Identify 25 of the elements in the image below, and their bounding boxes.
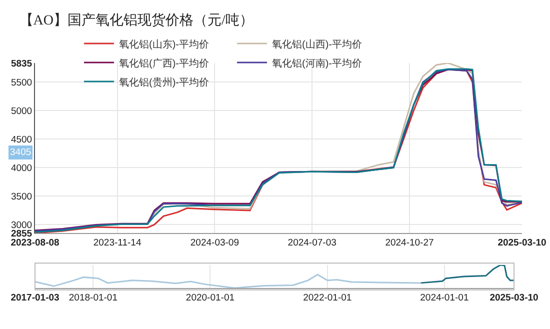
- legend-label: 氧化铝(广西)-平均价: [119, 57, 209, 70]
- legend-label: 氧化铝(贵州)-平均价: [119, 76, 209, 88]
- x-tick-label: 2018-01-01: [68, 292, 118, 304]
- x-tick-label: 2023-11-14: [93, 237, 142, 248]
- x-tick-label: 2024-07-03: [288, 237, 336, 248]
- x-tick-label: 2023-08-08: [10, 237, 60, 248]
- x-tick-label: 2024-10-27: [385, 237, 434, 248]
- y-tick-label: 5000: [10, 106, 32, 117]
- x-tick-label: 2024-03-09: [190, 237, 239, 248]
- y-tick-label: 3500: [10, 192, 32, 203]
- y-tick-label: 4000: [10, 163, 32, 174]
- x-tick-label: 2025-03-10: [498, 237, 546, 248]
- legend-label: 氧化铝(山西)-平均价: [272, 38, 362, 50]
- y-tick-label: 5835: [10, 58, 33, 70]
- text: 3405: [10, 147, 32, 158]
- legend-label: 氧化铝(河南)-平均价: [272, 57, 362, 70]
- x-tick-label: 2022-01-01: [303, 292, 352, 304]
- y-tick-label: 4500: [10, 134, 32, 146]
- x-tick-label: 2017-01-03: [10, 292, 60, 304]
- x-tick-label: 2024-01-01: [420, 292, 469, 304]
- legend-label: 氧化铝(山东)-平均价: [119, 38, 209, 50]
- chart-title: 【AO】国产氧化铝现货价格（元/吨）: [19, 12, 254, 29]
- y-tick-label: 5500: [10, 77, 32, 88]
- x-tick-label: 2020-01-01: [186, 292, 235, 304]
- x-tick-label: 2025-03-10: [490, 292, 538, 304]
